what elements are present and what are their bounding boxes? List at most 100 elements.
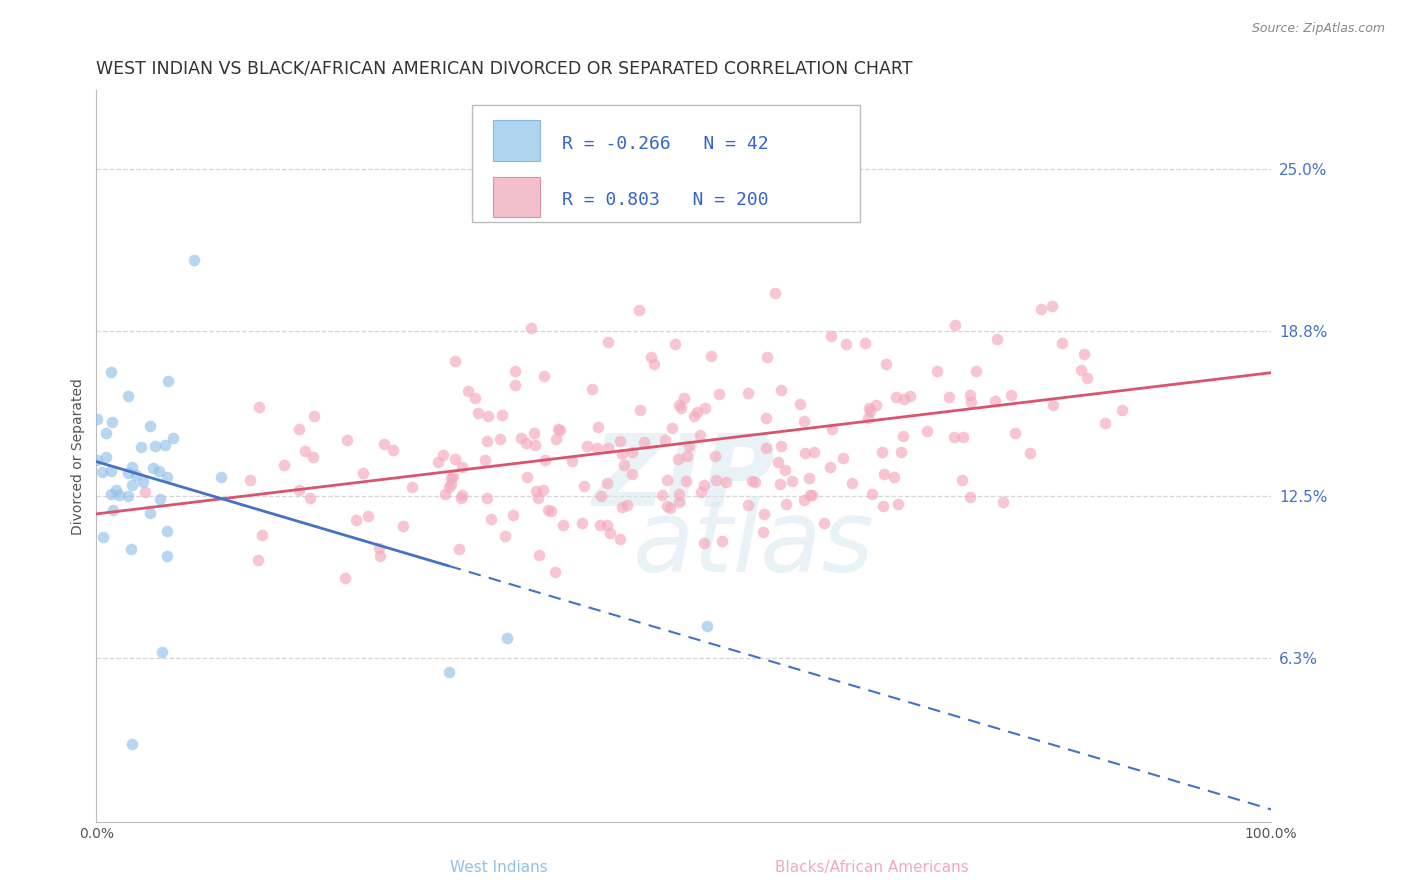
Point — [763, 285, 786, 300]
Point — [250, 528, 273, 542]
Point — [575, 439, 598, 453]
Point — [883, 469, 905, 483]
Point — [643, 357, 665, 371]
Point — [156, 470, 179, 484]
Point — [527, 548, 550, 562]
Point — [770, 384, 793, 398]
Point — [117, 489, 139, 503]
Point — [672, 391, 695, 405]
Point — [142, 461, 165, 475]
Point — [537, 503, 560, 517]
Point — [120, 70, 142, 85]
Point — [336, 433, 359, 447]
Point — [451, 488, 474, 502]
Point — [986, 332, 1008, 346]
Point — [984, 393, 1007, 408]
Point — [373, 437, 395, 451]
Point — [550, 423, 572, 437]
Point — [616, 498, 638, 512]
Point — [628, 403, 651, 417]
Point — [503, 377, 526, 392]
Point — [661, 421, 683, 435]
Point — [1050, 335, 1073, 350]
Point — [960, 395, 983, 409]
Point — [239, 474, 262, 488]
Point — [737, 385, 759, 400]
Point — [440, 476, 463, 491]
Point — [450, 491, 472, 506]
Point — [477, 409, 499, 423]
Point — [799, 488, 821, 502]
Point — [531, 483, 554, 498]
Point — [103, 503, 125, 517]
Point — [124, 467, 146, 482]
Point — [100, 416, 122, 430]
Point — [544, 565, 567, 579]
Point — [287, 422, 309, 436]
Point — [1019, 445, 1042, 459]
Point — [627, 303, 650, 318]
Point — [247, 553, 270, 567]
Point — [139, 506, 162, 520]
Point — [689, 428, 711, 442]
Point — [162, 431, 184, 445]
Point — [479, 511, 502, 525]
Point — [659, 500, 682, 515]
Point — [496, 632, 519, 646]
Point — [553, 518, 575, 533]
Point — [737, 499, 759, 513]
Point — [856, 410, 879, 425]
Point — [516, 470, 538, 484]
Point — [651, 488, 673, 502]
Point — [437, 480, 460, 494]
Point — [96, 426, 118, 441]
Point — [444, 451, 467, 466]
Point — [505, 364, 527, 378]
Point — [352, 466, 374, 480]
Point — [121, 737, 143, 751]
Point — [134, 485, 156, 500]
Point — [401, 480, 423, 494]
Point — [526, 491, 548, 505]
Point — [893, 392, 915, 406]
Point — [509, 431, 531, 445]
Point — [664, 337, 686, 351]
Point — [149, 492, 172, 507]
Point — [157, 374, 180, 388]
Point — [898, 389, 921, 403]
Point — [1070, 363, 1092, 377]
Point — [887, 498, 910, 512]
Point — [640, 350, 662, 364]
Point — [356, 508, 378, 523]
Point — [609, 532, 631, 546]
Point — [657, 473, 679, 487]
Point — [96, 450, 118, 465]
Point — [741, 475, 763, 489]
Text: atlas: atlas — [633, 496, 875, 592]
Point — [752, 507, 775, 521]
Point — [890, 445, 912, 459]
Point — [751, 524, 773, 539]
Point — [596, 518, 619, 533]
Point — [91, 466, 114, 480]
Point — [1076, 370, 1098, 384]
Point — [143, 439, 166, 453]
Point — [668, 398, 690, 412]
Point — [586, 442, 609, 456]
Point — [942, 430, 965, 444]
Point — [793, 493, 815, 508]
Point — [744, 475, 766, 490]
Point — [818, 460, 841, 475]
Point — [515, 436, 537, 450]
Point — [853, 336, 876, 351]
Point — [938, 390, 960, 404]
Point — [832, 450, 855, 465]
Point — [451, 460, 474, 475]
Point — [547, 422, 569, 436]
Point — [120, 542, 142, 557]
Point — [288, 483, 311, 497]
Point — [692, 535, 714, 549]
Point — [467, 406, 489, 420]
Point — [121, 478, 143, 492]
Point — [1073, 346, 1095, 360]
